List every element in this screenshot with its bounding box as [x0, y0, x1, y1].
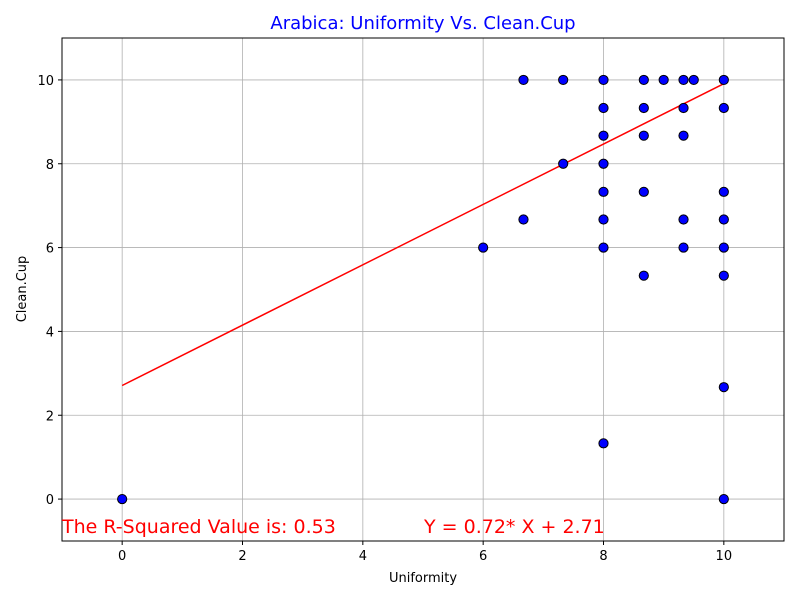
data-point: [638, 270, 649, 281]
data-point: [638, 186, 649, 197]
data-point: [518, 74, 529, 86]
data-point: [718, 270, 729, 281]
data-point: [598, 102, 609, 114]
y-axis-ticks: 0 2 4 6 8 10: [37, 74, 62, 508]
data-point: [678, 242, 689, 253]
data-point: [718, 74, 729, 86]
y-tick-label: 10: [37, 74, 54, 89]
x-tick-label: 8: [599, 549, 607, 564]
plot-frame: [61, 37, 785, 542]
data-point: [558, 74, 569, 86]
data-point: [478, 242, 489, 253]
y-axis-label: Clean.Cup: [15, 256, 30, 323]
data-point: [678, 214, 689, 225]
y-tick-label: 2: [46, 409, 54, 424]
x-tick-label: 0: [118, 549, 126, 564]
data-point: [678, 130, 689, 141]
data-point: [598, 74, 609, 86]
x-tick-label: 2: [238, 549, 246, 564]
data-point: [117, 493, 128, 505]
data-point: [718, 242, 729, 253]
data-point: [678, 74, 689, 86]
y-tick-label: 4: [46, 325, 54, 340]
data-point: [518, 214, 529, 225]
y-tick-label: 0: [46, 493, 54, 508]
data-point: [598, 242, 609, 253]
data-point: [718, 382, 729, 393]
data-point: [638, 74, 649, 86]
data-point: [598, 186, 609, 197]
data-point: [718, 102, 729, 114]
x-tick-label: 4: [359, 549, 367, 564]
data-point: [598, 214, 609, 225]
data-point: [638, 102, 649, 114]
x-axis-label: Uniformity: [389, 571, 457, 586]
regression-equation-annotation: Y = 0.72* X + 2.71: [423, 516, 605, 538]
data-point: [718, 493, 729, 505]
y-tick-label: 6: [46, 242, 54, 257]
grid-lines: [62, 38, 784, 541]
plot-area: [62, 38, 784, 541]
data-point: [638, 130, 649, 141]
data-point: [598, 130, 609, 141]
chart-title: Arabica: Uniformity Vs. Clean.Cup: [270, 13, 575, 34]
data-point: [718, 186, 729, 197]
x-tick-label: 6: [479, 549, 487, 564]
data-point: [598, 438, 609, 449]
data-point: [688, 74, 699, 86]
data-point: [718, 214, 729, 225]
r-squared-annotation: The R-Squared Value is: 0.53: [61, 516, 336, 538]
data-point: [558, 158, 569, 169]
x-tick-label: 10: [716, 549, 733, 564]
data-point: [598, 158, 609, 169]
data-points: [117, 74, 729, 505]
x-axis-ticks: 0 2 4 6 8 10: [118, 541, 732, 564]
data-point: [658, 74, 669, 86]
data-point: [678, 102, 689, 114]
y-tick-label: 8: [46, 158, 54, 173]
regression-line: [121, 83, 725, 387]
